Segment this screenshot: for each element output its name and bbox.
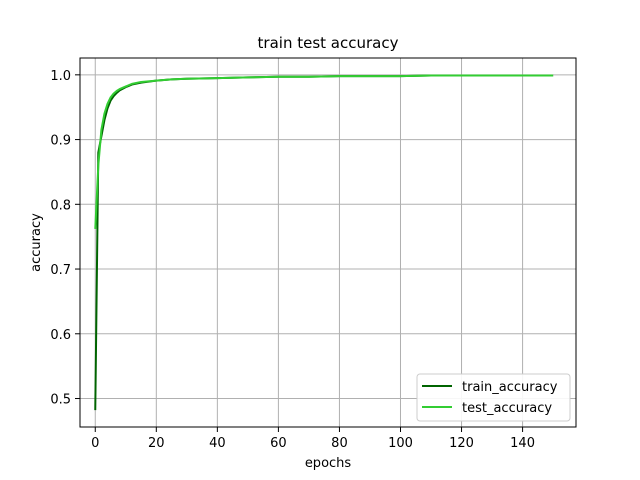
y-tick-label: 0.6 xyxy=(50,328,71,343)
grid-layer xyxy=(80,58,576,427)
y-tick-label: 0.8 xyxy=(50,198,71,213)
legend-box xyxy=(416,373,571,422)
y-axis-label: accuracy xyxy=(29,213,44,272)
plot-frame xyxy=(79,57,577,428)
x-tick-label: 60 xyxy=(270,436,287,451)
y-tick-label: 0.7 xyxy=(50,263,71,278)
x-tick-label: 100 xyxy=(388,436,413,451)
x-tick-label: 80 xyxy=(331,436,348,451)
legend-label-test-accuracy: test_accuracy xyxy=(462,401,552,416)
y-tick-label: 1.0 xyxy=(50,69,71,84)
x-axis-label: epochs xyxy=(305,456,352,471)
x-tick-label: 0 xyxy=(91,436,99,451)
y-tick-label: 0.5 xyxy=(50,393,71,408)
x-tick-label: 140 xyxy=(510,436,535,451)
x-tick-label: 40 xyxy=(209,436,226,451)
series-layer xyxy=(94,74,554,411)
tick-layer: 0 20 40 60 80 100 120 140 0.5 0.6 0.7 0.8 0.9 1.0 xyxy=(50,69,535,451)
legend-label-train-accuracy: train_accuracy xyxy=(462,380,558,395)
y-tick-label: 0.9 xyxy=(50,134,71,149)
chart-title: train test accuracy xyxy=(258,34,399,52)
series-line-test-accuracy xyxy=(94,74,554,229)
legend: train_accuracy test_accuracy xyxy=(416,373,571,422)
x-tick-label: 120 xyxy=(449,436,474,451)
x-tick-label: 20 xyxy=(148,436,165,451)
